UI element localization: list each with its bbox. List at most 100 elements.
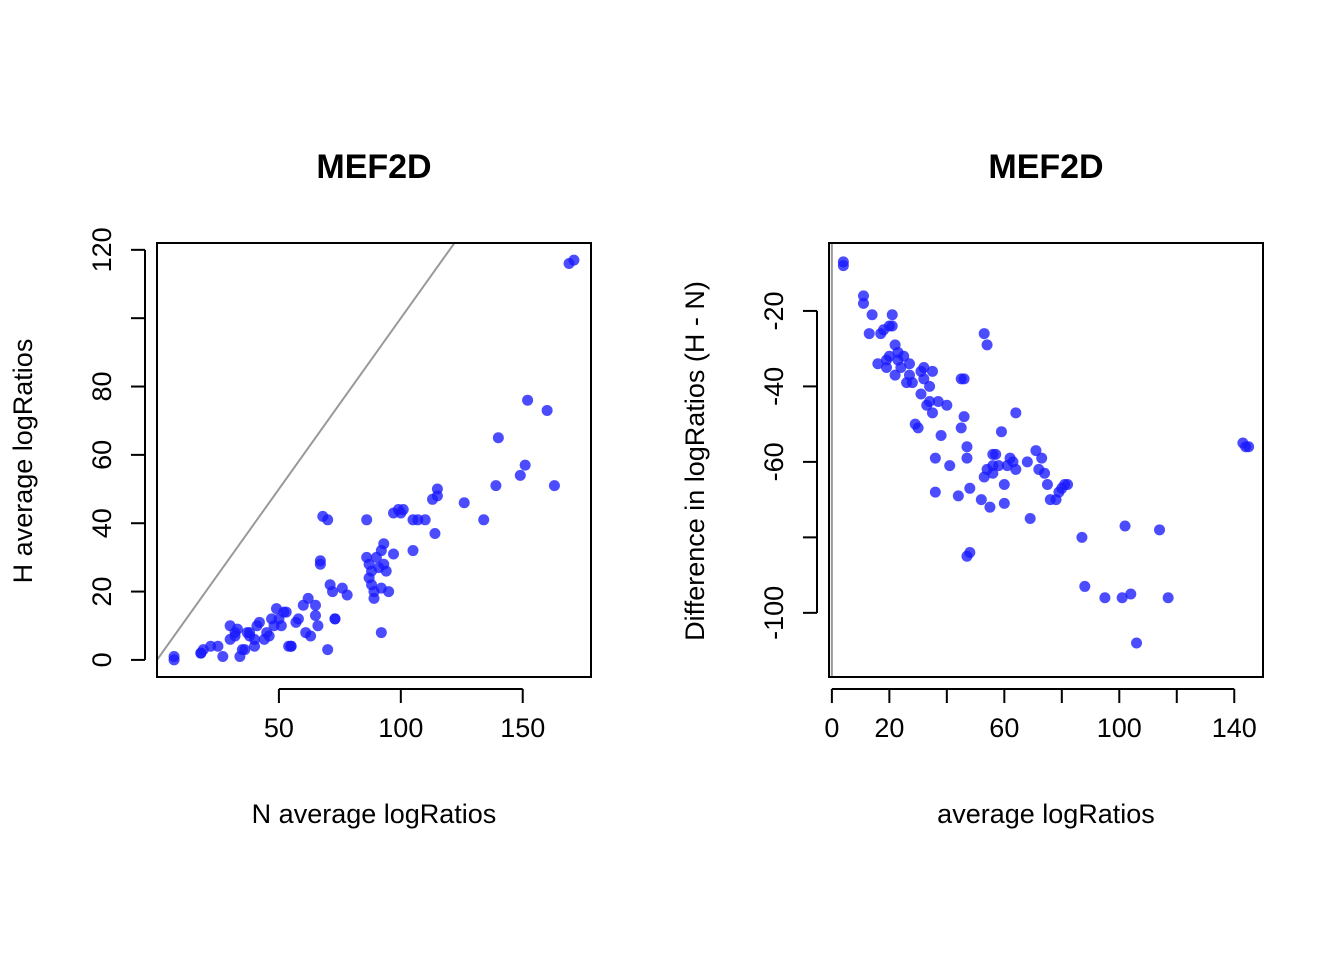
left-data-point (397, 504, 409, 516)
left-y-tick-label: 80 (87, 372, 117, 402)
right-data-point (987, 467, 999, 479)
right-data-point (1062, 479, 1074, 491)
left-data-point (285, 640, 297, 652)
left-x-tick-label: 150 (500, 713, 545, 743)
left-data-point (309, 609, 321, 621)
right-data-point (1021, 456, 1033, 468)
right-data-point (944, 460, 956, 472)
right-data-point (961, 441, 973, 453)
right-data-point (1041, 479, 1053, 491)
right-data-point (918, 362, 930, 374)
left-data-point (302, 592, 314, 604)
right-data-point (918, 373, 930, 385)
right-data-point (995, 426, 1007, 438)
left-data-point (383, 586, 395, 598)
right-y-tick-label: -100 (759, 586, 789, 640)
left-data-point (305, 630, 317, 642)
right-data-point (958, 373, 970, 385)
left-scatter-panel: MEF2D N average logRatios H average logR… (8, 148, 592, 829)
right-data-point (903, 358, 915, 370)
left-data-point (490, 480, 502, 492)
left-y-tick-label: 120 (87, 227, 117, 272)
left-data-point (407, 545, 419, 557)
right-data-point (941, 399, 953, 411)
right-data-point (1131, 637, 1143, 649)
left-data-point (217, 650, 229, 662)
left-data-point (244, 627, 256, 639)
right-data-point (895, 362, 907, 374)
right-data-point (935, 429, 947, 441)
right-data-point (880, 362, 892, 374)
right-plot-marks (830, 243, 1255, 677)
left-data-point (258, 633, 270, 645)
right-data-point (924, 380, 936, 392)
left-data-point (312, 620, 324, 632)
right-data-point (1010, 407, 1022, 419)
left-data-point (314, 555, 326, 567)
left-data-point (278, 606, 290, 618)
right-data-point (837, 256, 849, 268)
right-y-tick-label: -60 (759, 442, 789, 481)
left-data-point (541, 404, 553, 416)
right-scatter-panel: MEF2D average logRatios Difference in lo… (680, 148, 1264, 829)
left-axes: 50 100 150 0 20 40 60 80 120 (87, 227, 545, 743)
right-x-axis-label: average logRatios (937, 799, 1155, 829)
left-x-axis-label: N average logRatios (252, 799, 497, 829)
left-y-tick-label: 60 (87, 440, 117, 470)
left-data-point (522, 394, 534, 406)
left-data-point (239, 644, 251, 656)
right-data-point (1162, 592, 1174, 604)
left-data-point (327, 586, 339, 598)
right-data-point (1024, 512, 1036, 524)
right-data-point (883, 350, 895, 362)
right-data-point (952, 490, 964, 502)
right-data-point (906, 377, 918, 389)
right-data-point (926, 365, 938, 377)
left-data-point (341, 589, 353, 601)
right-data-point (993, 460, 1005, 472)
right-data-point (924, 396, 936, 408)
right-x-tick-label: 20 (874, 713, 904, 743)
left-data-point (429, 527, 441, 539)
left-y-axis-label: H average logRatios (8, 339, 38, 584)
right-x-tick-label: 60 (989, 713, 1019, 743)
right-x-tick-label: 100 (1097, 713, 1142, 743)
right-axes: 0 20 60 100 140 -100 -60 -40 -20 (759, 291, 1257, 743)
right-data-point (889, 369, 901, 381)
right-y-tick-label: -40 (759, 367, 789, 406)
right-data-point (912, 422, 924, 434)
left-data-point (309, 599, 321, 611)
right-data-point (886, 309, 898, 321)
right-x-tick-label: 140 (1212, 713, 1257, 743)
left-data-point (492, 432, 504, 444)
right-data-point (1119, 520, 1131, 532)
left-data-point (478, 514, 490, 526)
right-data-point (929, 452, 941, 464)
right-data-point (1039, 467, 1051, 479)
left-plot-marks (157, 243, 580, 666)
right-data-point (898, 350, 910, 362)
left-chart-title: MEF2D (316, 148, 431, 186)
right-data-point (1125, 588, 1137, 600)
right-data-point (929, 486, 941, 498)
right-data-point (1010, 463, 1022, 475)
left-data-point (195, 647, 207, 659)
left-data-point (458, 497, 470, 509)
right-data-point (926, 407, 938, 419)
left-data-point (205, 640, 217, 652)
left-data-point (249, 640, 261, 652)
left-y-tick-label: 20 (87, 577, 117, 607)
left-x-tick-label: 100 (378, 713, 423, 743)
right-data-point (958, 411, 970, 423)
right-data-point (1154, 524, 1166, 536)
right-data-point (857, 290, 869, 302)
left-data-point (380, 565, 392, 577)
left-data-point (431, 483, 443, 495)
right-data-point (1099, 592, 1111, 604)
right-y-tick-label: -20 (759, 291, 789, 330)
left-data-point (229, 630, 241, 642)
left-data-point (375, 627, 387, 639)
left-data-point (322, 644, 334, 656)
right-data-point (981, 339, 993, 351)
